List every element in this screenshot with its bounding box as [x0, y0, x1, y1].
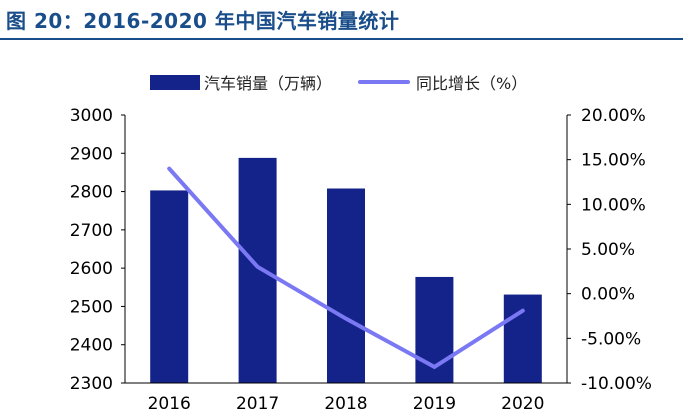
left-tick-label: 2800 [70, 183, 113, 203]
bar-series [150, 157, 542, 383]
left-tick-label: 2300 [70, 374, 113, 394]
legend-item-sales: 汽车销量（万辆） [150, 70, 332, 94]
right-tick-label: -10.00% [581, 374, 652, 394]
left-tick-label: 2700 [70, 221, 113, 241]
bar-2018 [327, 188, 365, 383]
bar-2016 [150, 190, 189, 383]
right-tick-label: -5.00% [581, 329, 641, 349]
left-tick-label: 2400 [70, 336, 113, 356]
left-tick-label: 2600 [70, 259, 113, 279]
right-tick-label: 0.00% [581, 285, 635, 305]
title-divider [0, 38, 683, 40]
x-axis-ticks: 2016 2017 2018 2019 2020 [148, 394, 545, 414]
x-tick-label: 2016 [148, 394, 191, 414]
x-tick-label: 2020 [501, 394, 544, 414]
bar-2017 [238, 157, 277, 383]
right-tick-label: 10.00% [581, 195, 646, 215]
right-axis-ticks: -10.00% -5.00% 0.00% 5.00% 10.00% 15.00% 20.00… [567, 106, 652, 394]
figure-title: 图 20：2016-2020 年中国汽车销量统计 [6, 9, 400, 33]
left-axis-ticks: 2300 2400 2500 2600 2700 2800 2900 3000 [70, 106, 125, 394]
growth-line-series [167, 166, 525, 370]
bar-2020 [503, 294, 542, 383]
x-tick-label: 2019 [413, 394, 456, 414]
x-tick-label: 2018 [324, 394, 367, 414]
legend-label-sales: 汽车销量（万辆） [204, 74, 333, 93]
right-tick-label: 15.00% [581, 151, 646, 171]
legend-bar-swatch [150, 74, 200, 90]
legend-label-growth: 同比增长（%） [416, 74, 528, 93]
legend-item-growth: 同比增长（%） [358, 70, 527, 94]
left-tick-label: 2900 [70, 144, 113, 164]
chart-legend: 汽车销量（万辆） 同比增长（%） [150, 70, 553, 94]
right-tick-label: 20.00% [581, 106, 646, 126]
left-tick-label: 2500 [70, 297, 113, 317]
x-tick-label: 2017 [236, 394, 279, 414]
legend-line-swatch [358, 80, 411, 84]
left-tick-label: 3000 [70, 106, 113, 126]
right-tick-label: 5.00% [581, 240, 635, 260]
